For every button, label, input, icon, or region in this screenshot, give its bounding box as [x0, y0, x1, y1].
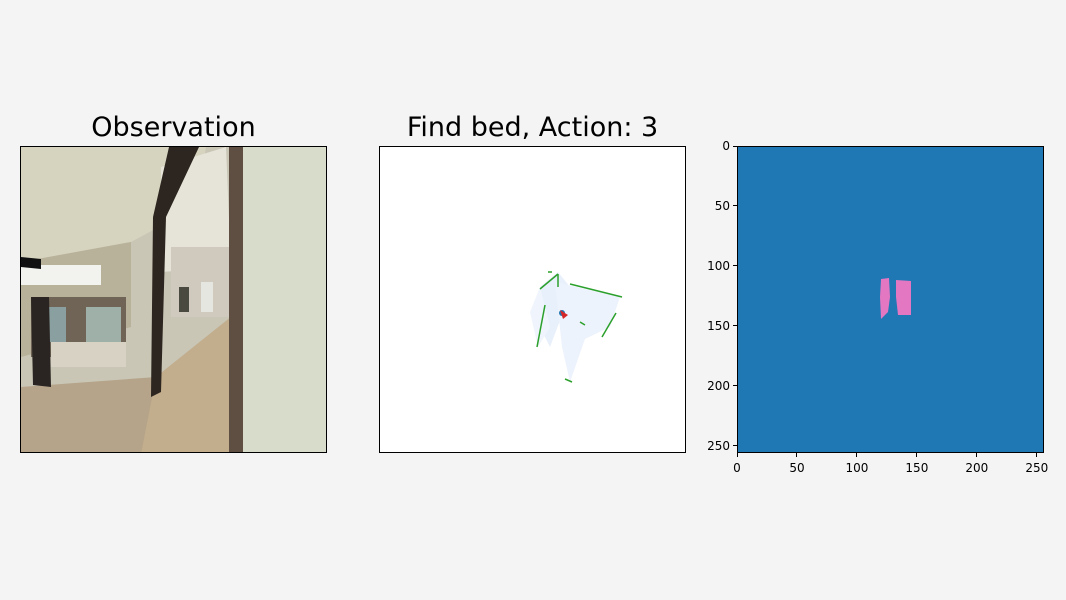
- observation-image: [20, 146, 327, 453]
- y-tick-label: 100: [707, 258, 730, 273]
- x-tick-mark: [856, 453, 858, 457]
- y-tick-mark: [733, 205, 737, 207]
- x-tick-mark: [736, 453, 738, 457]
- y-tick-label: 0: [722, 139, 730, 153]
- x-tick-label: 200: [965, 461, 989, 475]
- map-title: Find bed, Action: 3: [406, 112, 659, 143]
- y-tick-mark: [733, 145, 737, 147]
- x-tick-mark: [1036, 453, 1038, 457]
- y-tick-label: 50: [714, 198, 730, 213]
- semantic-map: [379, 146, 686, 453]
- x-tick-mark: [796, 453, 798, 457]
- y-tick-mark: [733, 265, 737, 267]
- x-tick-label: 150: [905, 461, 929, 475]
- y-tick-label: 250: [707, 438, 730, 453]
- x-tick-label: 250: [1025, 461, 1049, 475]
- segmentation-mask: [737, 146, 1044, 453]
- y-tick-label: 150: [707, 318, 730, 333]
- x-tick-label: 0: [733, 461, 741, 475]
- y-tick-mark: [733, 325, 737, 327]
- observation-title: Observation: [91, 112, 256, 143]
- x-tick-label: 50: [789, 461, 805, 475]
- y-tick-mark: [733, 385, 737, 387]
- x-tick-label: 100: [845, 461, 869, 475]
- y-tick-label: 200: [707, 378, 730, 393]
- x-tick-mark: [976, 453, 978, 457]
- y-tick-mark: [733, 445, 737, 447]
- x-tick-mark: [916, 453, 918, 457]
